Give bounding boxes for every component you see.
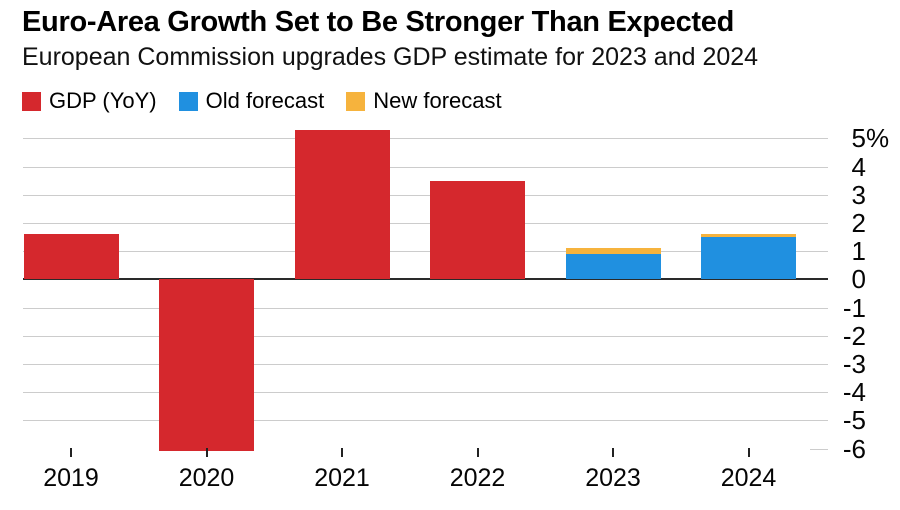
bar-old-forecast-2024 xyxy=(701,237,796,280)
y-axis-label: -6 xyxy=(842,433,866,464)
gridline xyxy=(23,392,828,394)
y-axis-label: -3 xyxy=(842,348,866,379)
legend-label: Old forecast xyxy=(205,88,325,113)
yellow-square-swatch-icon xyxy=(346,91,366,111)
x-axis-label-2020: 2020 xyxy=(178,464,235,492)
y-axis-label: 4 xyxy=(851,151,866,182)
red-square-swatch-icon xyxy=(22,91,41,111)
gridline xyxy=(23,166,828,168)
x-tick xyxy=(747,448,750,457)
y-axis-label: 5% xyxy=(851,123,890,154)
gridline xyxy=(23,138,828,140)
gridline xyxy=(23,251,828,253)
page-title: Euro-Area Growth Set to Be Stronger Than… xyxy=(22,6,735,38)
bar-old-forecast-2023 xyxy=(565,253,661,280)
y-axis-label: 2 xyxy=(851,207,866,238)
percent-suffix: % xyxy=(866,123,890,154)
legend-item-old-forecast: Old forecast xyxy=(178,88,325,113)
x-axis-label-2023: 2023 xyxy=(585,464,641,492)
legend: GDP (YoY) Old forecast New forecast xyxy=(22,90,502,112)
y-axis-label: 3 xyxy=(851,179,866,210)
x-tick xyxy=(205,448,208,457)
zero-baseline xyxy=(23,278,828,281)
y-axis-label: -1 xyxy=(842,292,866,323)
gridline xyxy=(23,194,828,196)
y-axis-label: 1 xyxy=(851,236,866,267)
gridline xyxy=(23,307,828,309)
legend-item-new-forecast: New forecast xyxy=(346,88,502,113)
x-tick xyxy=(476,448,479,457)
gridline-stub xyxy=(810,448,828,450)
gridline xyxy=(23,420,828,422)
y-axis-label: -2 xyxy=(842,320,866,351)
bar-gdp-yoy-2021 xyxy=(294,129,390,280)
x-tick xyxy=(612,448,614,457)
legend-label: GDP (YoY) xyxy=(49,88,157,113)
page-subtitle: European Commission upgrades GDP estimat… xyxy=(22,43,759,71)
legend-item-gdp-yoy: GDP (YoY) xyxy=(22,90,157,112)
gridline xyxy=(23,335,828,337)
x-axis-label-2022: 2022 xyxy=(449,464,506,492)
y-axis-label: -5 xyxy=(842,405,866,436)
x-tick xyxy=(341,448,343,457)
y-axis-label: 0 xyxy=(851,264,866,295)
y-axis-label: -4 xyxy=(842,377,866,408)
x-tick xyxy=(70,448,72,457)
legend-label: New forecast xyxy=(373,88,502,113)
blue-square-swatch-icon xyxy=(178,91,198,111)
bar-gdp-yoy-2019 xyxy=(23,234,119,280)
x-axis-label-2024: 2024 xyxy=(720,464,777,492)
x-axis-label-2021: 2021 xyxy=(314,464,370,492)
bar-gdp-yoy-2022 xyxy=(430,180,525,280)
x-axis-label-2019: 2019 xyxy=(43,464,99,492)
gridline xyxy=(23,222,828,224)
bar-gdp-yoy-2020 xyxy=(159,279,254,452)
gridline xyxy=(23,363,828,365)
